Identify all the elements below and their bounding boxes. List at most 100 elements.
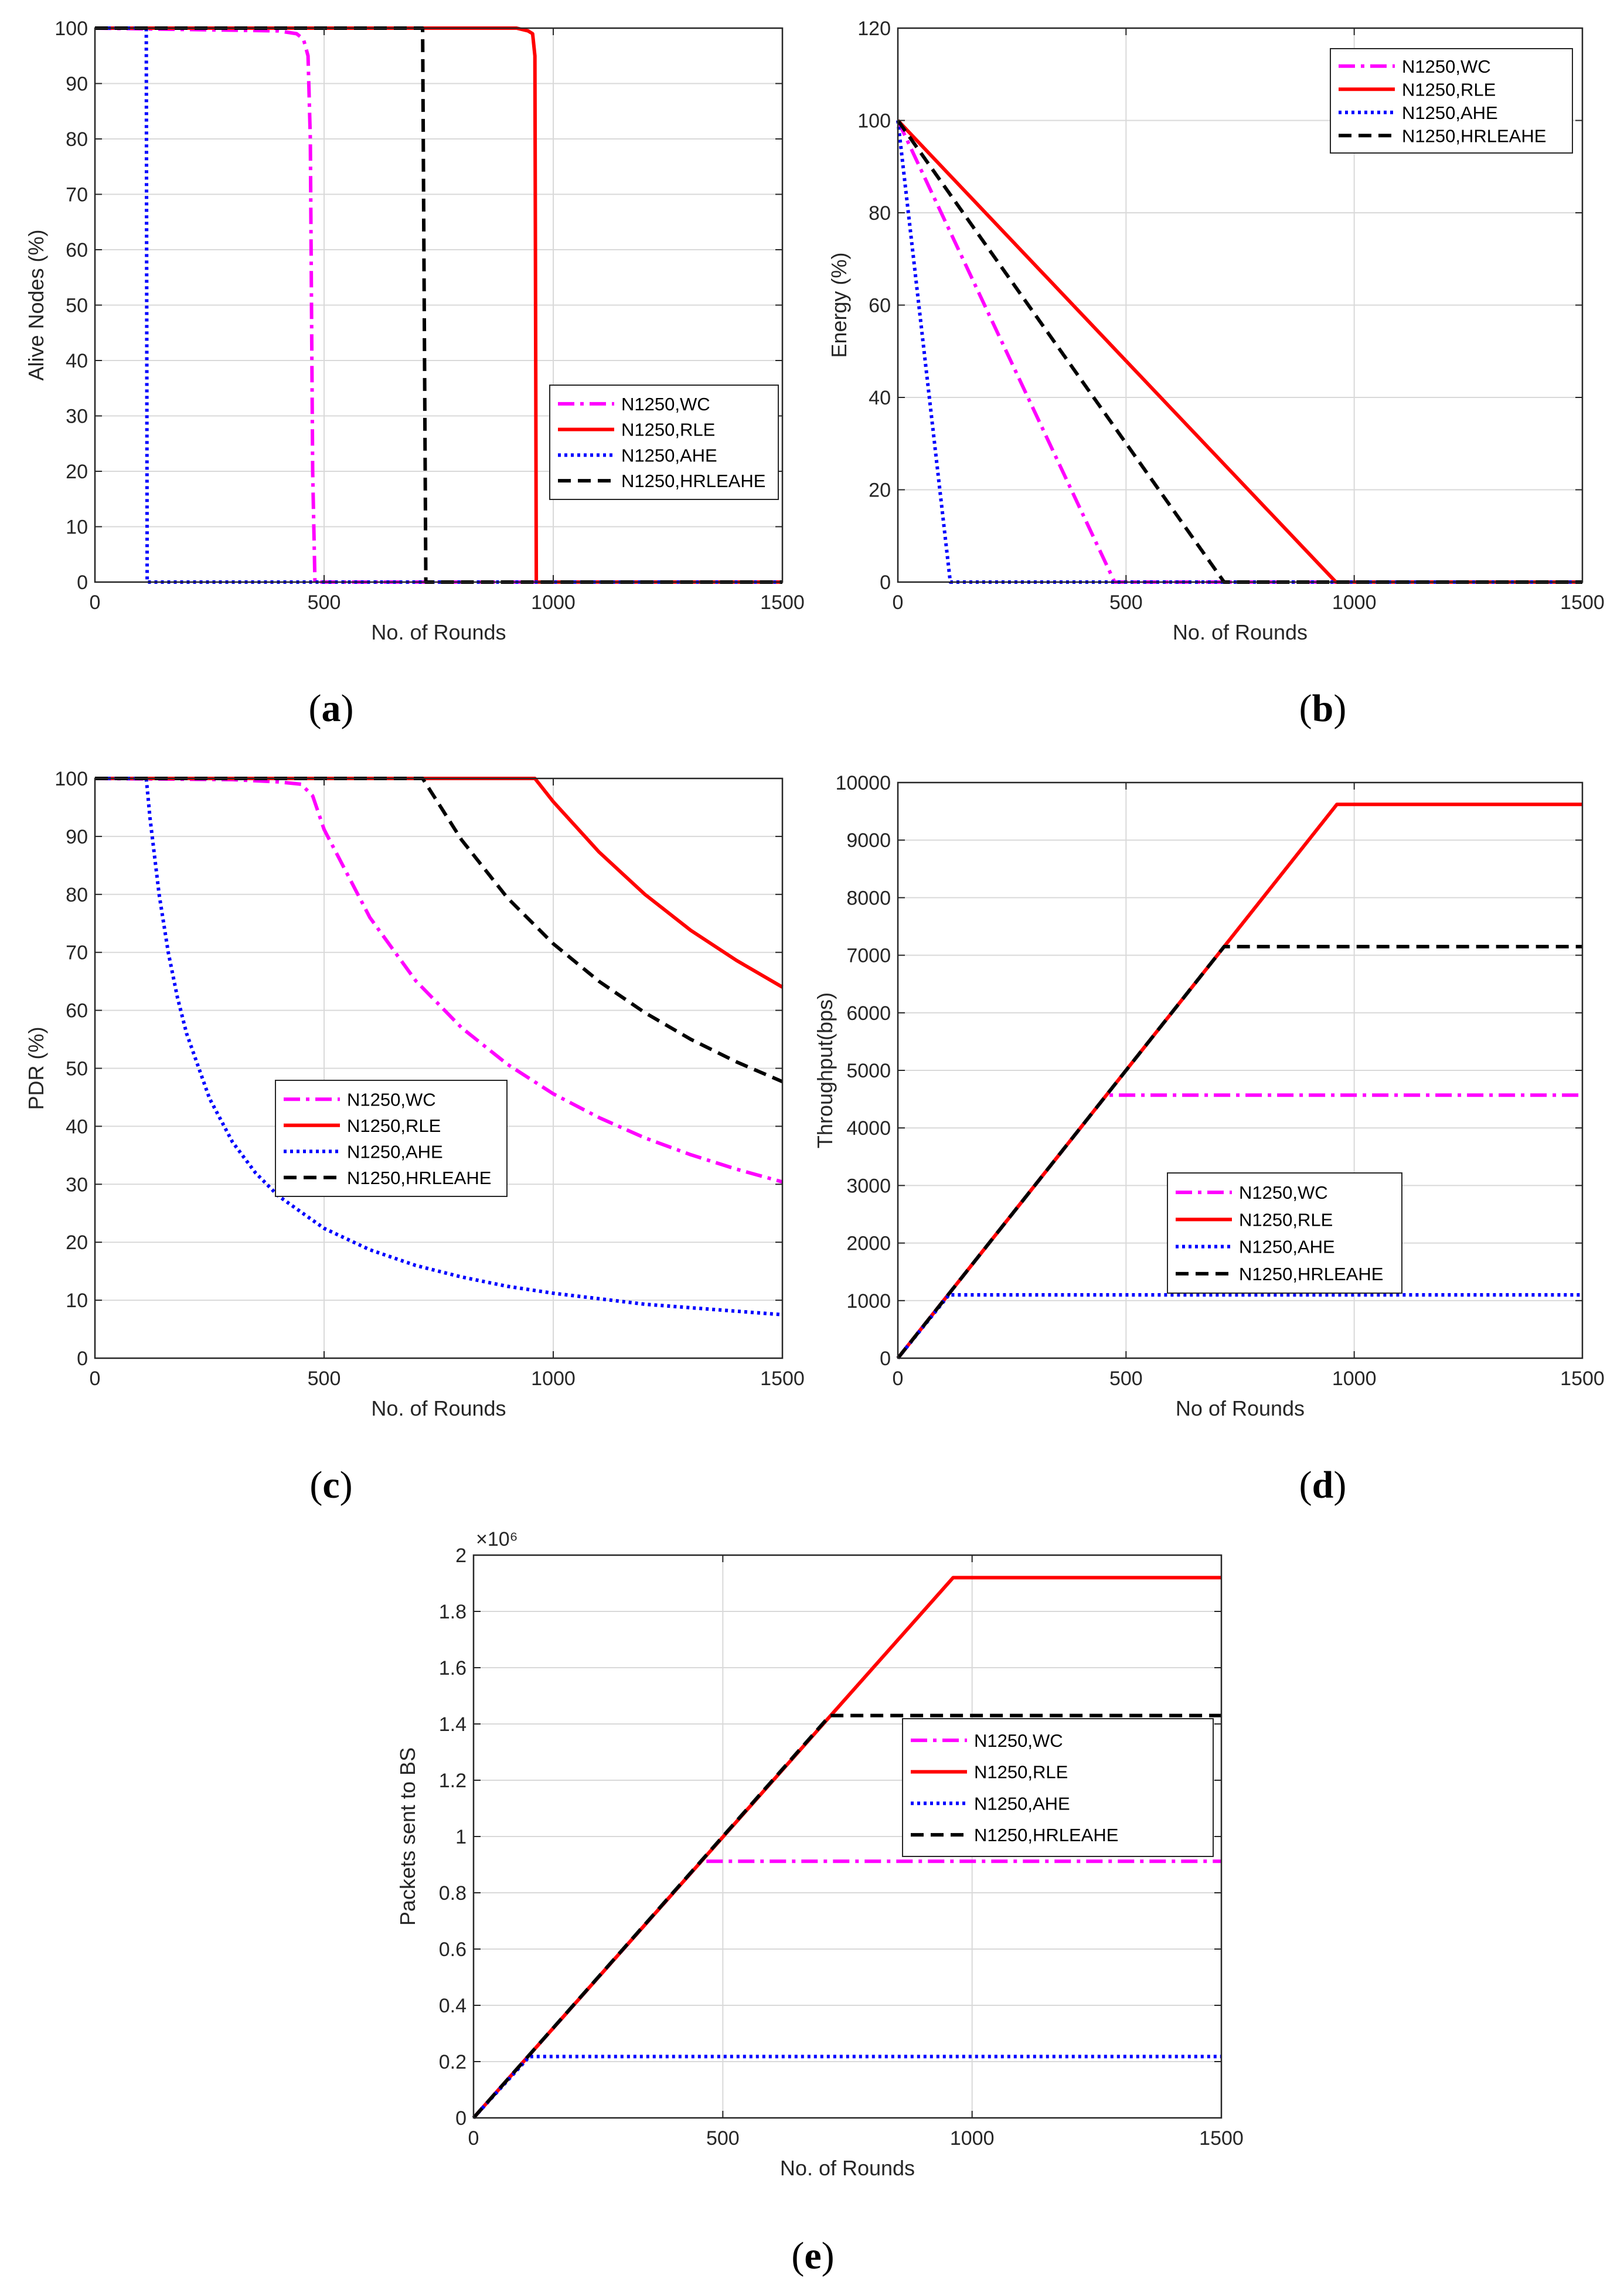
y-tick-label: 0 (880, 1348, 891, 1370)
x-axis-label: No of Rounds (1176, 1396, 1305, 1420)
y-tick-label: 100 (55, 18, 88, 40)
y-tick-label: 40 (869, 387, 891, 409)
series-line-wc (94, 777, 783, 1184)
y-tick-label: 0 (77, 1348, 88, 1370)
legend-label: N1250,RLE (974, 1762, 1068, 1783)
legend-label: N1250,AHE (347, 1141, 443, 1162)
y-tick-label: 70 (66, 942, 88, 964)
y-tick-label: 40 (66, 350, 88, 372)
y-tick-label: 0 (77, 572, 88, 594)
legend-label: N1250,WC (1402, 56, 1491, 77)
y-tick-label: 3000 (846, 1175, 891, 1197)
y-axis-label: Packets sent to BS (396, 1747, 420, 1926)
y-tick-label: 1.8 (439, 1601, 467, 1623)
x-tick-label: 0 (893, 591, 904, 614)
chart-panel-b: 0 500 1000 1500 0 20 40 60 80 100 120 No. of Rounds… (827, 18, 1605, 730)
series-line-hrleahe (95, 777, 784, 1083)
y-tick-label: 90 (66, 826, 88, 848)
legend-label: N1250,WC (1239, 1182, 1328, 1203)
x-tick-label: 500 (308, 591, 341, 614)
y-tick-label: 2000 (846, 1233, 891, 1255)
legend: N1250,WC N1250,RLE N1250,AHE N1250,HRLEAHE (902, 1718, 1214, 1857)
y-tick-label: 0 (455, 2107, 467, 2130)
legend-label: N1250,AHE (1402, 103, 1498, 123)
x-tick-label: 1500 (1560, 591, 1605, 614)
legend-label: N1250,RLE (347, 1116, 441, 1136)
chart-panel-a: 0 500 1000 1500 0 10 20 30 40 50 60 70 80 90 100 No. of… (24, 18, 805, 730)
legend-label: N1250,AHE (1239, 1237, 1335, 1257)
y-tick-label: 7000 (846, 945, 891, 967)
x-tick-label: 1000 (1332, 1368, 1377, 1390)
y-tick-label: 1.2 (439, 1770, 467, 1792)
y-axis-label: Energy (%) (827, 252, 851, 358)
y-tick-label: 50 (66, 1058, 88, 1080)
y-tick-label: 9000 (846, 829, 891, 852)
legend-label: N1250,RLE (621, 420, 715, 440)
legend-label: N1250,WC (974, 1730, 1063, 1751)
series-line-rle (896, 802, 1582, 1359)
series-line-ahe (95, 777, 783, 1317)
series-line-hrleahe (896, 944, 1582, 1359)
legend-label: N1250,RLE (1402, 79, 1496, 100)
legend-label: N1250,RLE (1239, 1209, 1333, 1230)
y-tick-label: 1.4 (439, 1713, 467, 1736)
y-tick-label: 60 (66, 239, 88, 261)
y-tick-label: 20 (66, 461, 88, 483)
legend-label: N1250,AHE (974, 1793, 1070, 1814)
x-axis-label: No. of Rounds (371, 1396, 506, 1420)
x-tick-label: 500 (706, 2127, 740, 2150)
series-line-wc (472, 1859, 1221, 2119)
legend-label: N1250,HRLEAHE (974, 1825, 1118, 1845)
x-axis-label: No. of Rounds (371, 620, 506, 644)
y-tick-label: 60 (66, 1000, 88, 1022)
y-tick-label: 40 (66, 1116, 88, 1138)
panel-caption: (d) (1299, 1464, 1347, 1506)
x-tick-label: 500 (1109, 1368, 1143, 1390)
y-axis-label: PDR (%) (24, 1027, 48, 1110)
legend: N1250,WC N1250,RLE N1250,AHE N1250,HRLEAHE (1167, 1172, 1402, 1294)
y-tick-label: 80 (66, 128, 88, 151)
x-tick-label: 1500 (1560, 1368, 1605, 1390)
legend-label: N1250,WC (621, 394, 710, 414)
chart-panel-c: 0 500 1000 1500 0 10 20 30 40 50 60 70 80 90 100 No. of… (24, 768, 805, 1506)
series-line-wc (94, 26, 782, 584)
legend-label: N1250,HRLEAHE (621, 471, 765, 491)
y-tick-label: 20 (66, 1232, 88, 1254)
x-tick-label: 0 (90, 591, 101, 614)
chart-panel-e: 0 500 1000 1500 0 0.2 0.4 0.6 0.8 1 1.2 1.4 1.6 1.8 2 ×… (396, 1528, 1244, 2277)
y-tick-label: 1.6 (439, 1657, 467, 1679)
y-tick-label: 1 (455, 1826, 467, 1848)
x-tick-label: 500 (308, 1368, 341, 1390)
y-tick-label: 70 (66, 184, 88, 206)
y-tick-label: 5000 (846, 1060, 891, 1082)
y-tick-label: 60 (869, 295, 891, 317)
y-tick-label: 30 (66, 1174, 88, 1196)
x-tick-label: 1500 (760, 1368, 805, 1390)
y-tick-label: 1000 (846, 1290, 891, 1312)
panel-caption: (c) (309, 1464, 352, 1506)
legend-label: N1250,HRLEAHE (347, 1168, 491, 1188)
x-tick-label: 1000 (531, 591, 576, 614)
x-tick-label: 1500 (760, 591, 805, 614)
x-tick-label: 1000 (950, 2127, 995, 2150)
y-tick-label: 6000 (846, 1002, 891, 1025)
y-axis-label: Alive Nodes (%) (24, 229, 48, 380)
series-line-hrleahe (472, 1713, 1221, 2119)
panel-caption: (a) (309, 687, 354, 730)
legend-label: N1250,HRLEAHE (1402, 125, 1546, 146)
x-tick-label: 0 (468, 2127, 479, 2150)
y-tick-label: 0.2 (439, 2051, 467, 2073)
legend-label: N1250,HRLEAHE (1239, 1264, 1383, 1284)
x-tick-label: 0 (893, 1368, 904, 1390)
x-axis-label: No. of Rounds (1173, 620, 1308, 644)
y-tick-label: 100 (857, 110, 891, 132)
series-line-rle (95, 777, 784, 989)
y-tick-label: 0.8 (439, 1882, 467, 1904)
x-tick-label: 1000 (1332, 591, 1377, 614)
y-tick-label: 0 (880, 572, 891, 594)
y-tick-label: 50 (66, 295, 88, 317)
